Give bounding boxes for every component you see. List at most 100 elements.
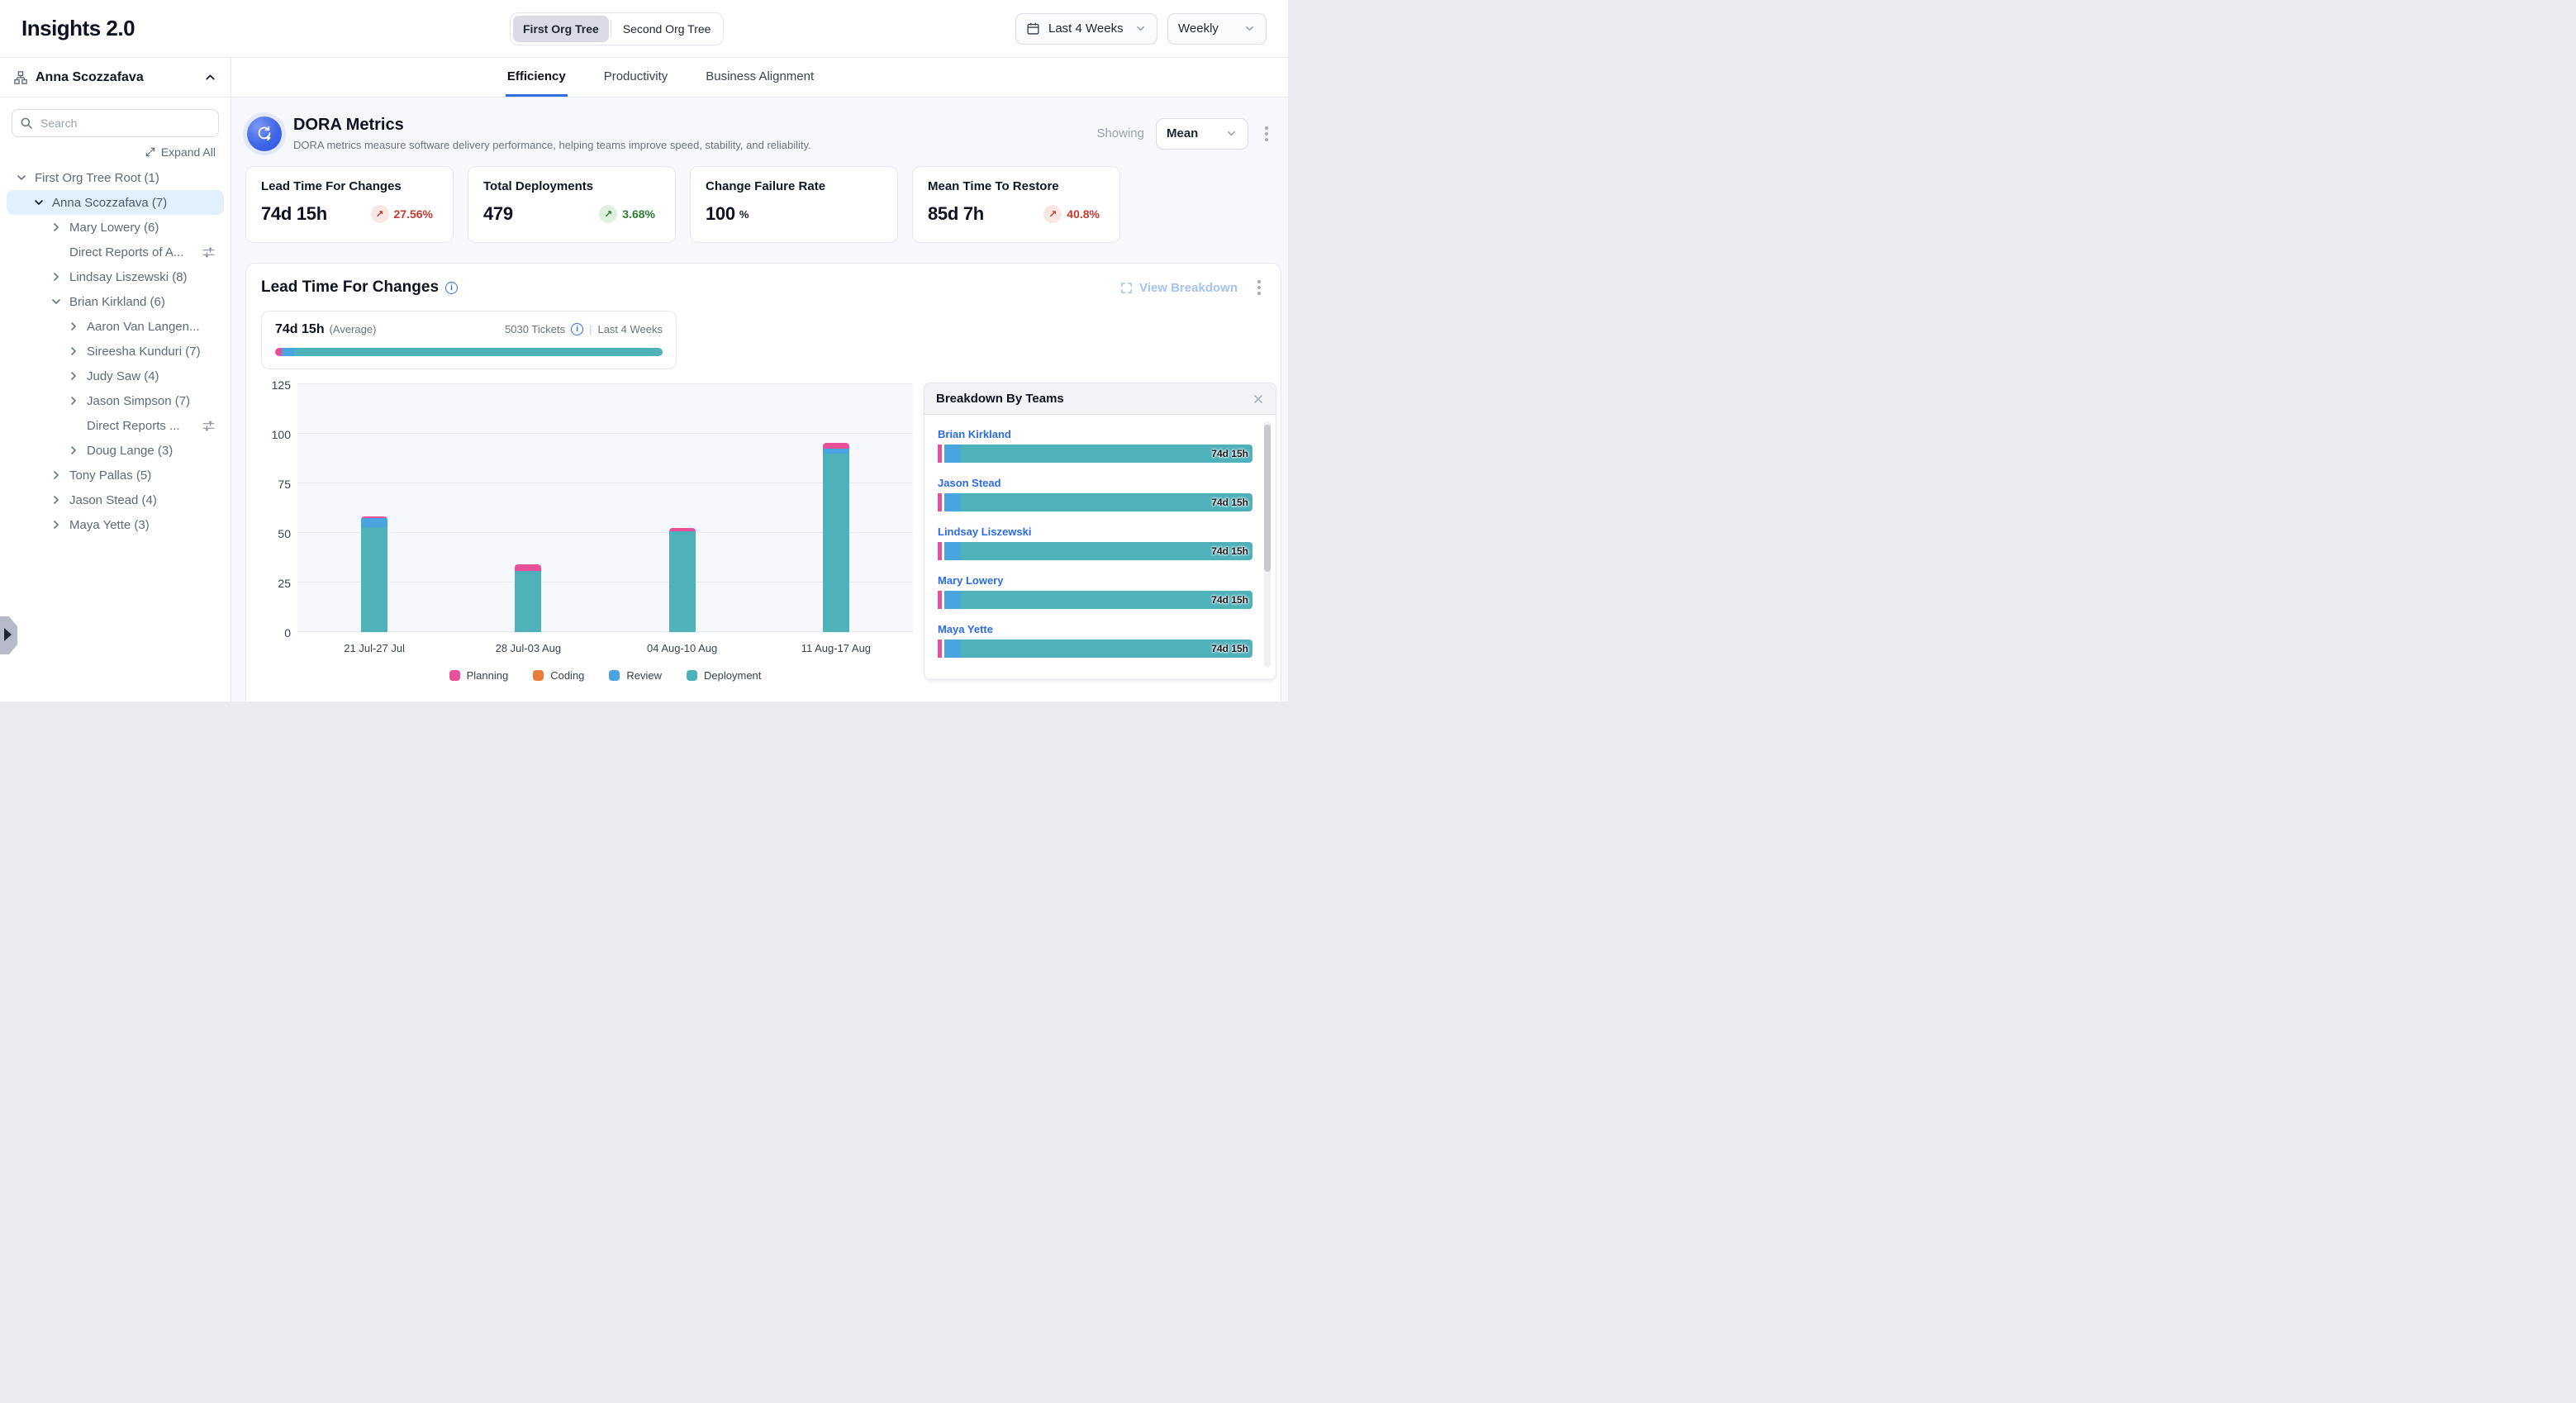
breakdown-team-link[interactable]: Jason Stead xyxy=(938,477,1252,489)
breakdown-team-link[interactable]: Lindsay Liszewski xyxy=(938,526,1252,538)
dora-controls: Showing Mean xyxy=(1096,118,1278,150)
x-tick-label: 28 Jul-03 Aug xyxy=(451,642,605,654)
meta-divider: | xyxy=(589,323,592,335)
breakdown-row-lindsay-liszewski: Lindsay Liszewski 74d 15h xyxy=(938,526,1252,560)
sidebar-item-direct-reports[interactable]: Direct Reports ... xyxy=(7,413,224,438)
sidebar-item-tony-pallas-5[interactable]: Tony Pallas (5) xyxy=(7,463,224,487)
search-input[interactable] xyxy=(12,109,219,137)
sidebar-item-judy-saw-4[interactable]: Judy Saw (4) xyxy=(7,364,224,388)
chevron-down-icon xyxy=(1134,22,1147,35)
breakdown-row-value: 74d 15h xyxy=(1211,545,1248,557)
tab-productivity[interactable]: Productivity xyxy=(602,69,670,97)
chevron-right-icon[interactable] xyxy=(50,493,63,507)
bar-segment-deployment xyxy=(515,571,541,632)
bar-segment-deployment xyxy=(361,527,387,632)
sidebar-item-lindsay-liszewski-8[interactable]: Lindsay Liszewski (8) xyxy=(7,264,224,289)
granularity-dropdown[interactable]: Weekly xyxy=(1167,13,1267,45)
breakdown-row-value: 74d 15h xyxy=(1211,594,1248,606)
chevron-right-icon[interactable] xyxy=(50,221,63,234)
tabs-group: Efficiency Productivity Business Alignment xyxy=(506,69,815,97)
legend-item-coding[interactable]: Coding xyxy=(533,669,584,682)
expand-all-button[interactable]: Expand All xyxy=(0,137,231,160)
chevron-right-icon[interactable] xyxy=(50,468,63,482)
sidebar-item-jason-simpson-7[interactable]: Jason Simpson (7) xyxy=(7,388,224,413)
toggle-first-org-tree[interactable]: First Org Tree xyxy=(513,16,609,42)
tickets-count: 5030 Tickets xyxy=(505,323,565,335)
showing-label: Showing xyxy=(1096,126,1144,140)
chart-plot-area: 0255075100125 xyxy=(297,384,913,632)
lead-time-title-wrap: Lead Time For Changes xyxy=(261,278,458,297)
sidebar-collapse-chevron-up-icon[interactable] xyxy=(203,70,217,84)
sidebar-item-sireesha-kunduri-7[interactable]: Sireesha Kunduri (7) xyxy=(7,339,224,364)
breakdown-stacked-bar[interactable]: 74d 15h xyxy=(938,493,1252,511)
date-range-dropdown[interactable]: Last 4 Weeks xyxy=(1015,13,1157,45)
legend-swatch xyxy=(533,670,544,681)
sidebar-item-aaron-van-langen[interactable]: Aaron Van Langen... xyxy=(7,314,224,339)
expand-corners-icon xyxy=(1120,282,1133,294)
legend-item-review[interactable]: Review xyxy=(609,669,662,682)
tree-item-label: First Org Tree Root (1) xyxy=(35,171,159,185)
breakdown-team-link[interactable]: Mary Lowery xyxy=(938,574,1252,587)
legend-item-deployment[interactable]: Deployment xyxy=(687,669,761,682)
metric-card-title: Change Failure Rate xyxy=(706,179,882,193)
legend-swatch xyxy=(687,670,697,681)
sidebar-item-brian-kirkland-6[interactable]: Brian Kirkland (6) xyxy=(7,289,224,314)
sidebar-item-maya-yette-3[interactable]: Maya Yette (3) xyxy=(7,512,224,537)
showing-dropdown[interactable]: Mean xyxy=(1156,118,1248,150)
filter-icon[interactable] xyxy=(202,245,216,259)
chevron-right-icon[interactable] xyxy=(67,320,80,333)
metric-card-value: 74d 15h xyxy=(261,203,327,225)
breakdown-stacked-bar[interactable]: 74d 15h xyxy=(938,542,1252,560)
tree-item-label: Jason Simpson (7) xyxy=(87,394,190,408)
chevron-down-icon[interactable] xyxy=(15,171,28,184)
stacked-bar-28-jul-03-aug[interactable] xyxy=(515,564,541,632)
chart-bars xyxy=(297,384,913,632)
sidebar-item-jason-stead-4[interactable]: Jason Stead (4) xyxy=(7,487,224,512)
breakdown-scrollbar-thumb[interactable] xyxy=(1264,425,1271,572)
info-icon[interactable] xyxy=(445,282,458,294)
legend-item-planning[interactable]: Planning xyxy=(449,669,509,682)
chevron-right-icon[interactable] xyxy=(67,444,80,457)
stacked-bar-21-jul-27-jul[interactable] xyxy=(361,516,387,632)
chevron-right-icon[interactable] xyxy=(67,394,80,407)
y-tick-label: 0 xyxy=(259,626,291,640)
view-breakdown-button[interactable]: View Breakdown xyxy=(1120,281,1238,295)
top-header: Insights 2.0 First Org Tree Second Org T… xyxy=(0,0,1288,58)
breakdown-row-brian-kirkland: Brian Kirkland 74d 15h xyxy=(938,428,1252,463)
tab-efficiency[interactable]: Efficiency xyxy=(506,69,568,97)
filter-icon[interactable] xyxy=(202,419,216,433)
metric-card-total-deployments: Total Deployments479↗3.68% xyxy=(468,166,676,243)
header-controls: Last 4 Weeks Weekly xyxy=(1015,13,1267,45)
bar-segment-review xyxy=(944,640,961,658)
toggle-second-org-tree[interactable]: Second Org Tree xyxy=(613,16,721,42)
chevron-right-icon[interactable] xyxy=(67,345,80,358)
bar-segment-deployment: 74d 15h xyxy=(961,493,1252,511)
lead-time-kebab-menu-icon[interactable] xyxy=(1252,277,1266,298)
sidebar-item-doug-lange-3[interactable]: Doug Lange (3) xyxy=(7,438,224,463)
info-icon[interactable] xyxy=(571,323,583,335)
stacked-bar-04-aug-10-aug[interactable] xyxy=(669,528,696,632)
chevron-right-icon[interactable] xyxy=(67,369,80,383)
close-icon[interactable] xyxy=(1252,393,1264,405)
sidebar-item-mary-lowery-6[interactable]: Mary Lowery (6) xyxy=(7,215,224,240)
metric-card-value-row: 100% xyxy=(706,203,882,225)
stacked-bar-11-aug-17-aug[interactable] xyxy=(823,443,849,632)
y-tick-label: 125 xyxy=(259,378,291,392)
chevron-right-icon[interactable] xyxy=(50,518,63,531)
breakdown-row-value: 74d 15h xyxy=(1211,643,1248,654)
breakdown-stacked-bar[interactable]: 74d 15h xyxy=(938,445,1252,463)
sidebar-item-first-org-tree-root-1[interactable]: First Org Tree Root (1) xyxy=(7,165,224,190)
tab-business-alignment[interactable]: Business Alignment xyxy=(704,69,815,97)
dora-kebab-menu-icon[interactable] xyxy=(1260,123,1273,145)
chevron-down-icon[interactable] xyxy=(32,196,45,209)
chevron-right-icon[interactable] xyxy=(50,270,63,283)
sidebar-item-direct-reports-of-a[interactable]: Direct Reports of A... xyxy=(7,240,224,264)
breakdown-stacked-bar[interactable]: 74d 15h xyxy=(938,640,1252,658)
breakdown-stacked-bar[interactable]: 74d 15h xyxy=(938,591,1252,609)
breakdown-team-link[interactable]: Brian Kirkland xyxy=(938,428,1252,440)
chevron-down-icon[interactable] xyxy=(50,295,63,308)
legend-swatch xyxy=(449,670,460,681)
sidebar-item-anna-scozzafava-7[interactable]: Anna Scozzafava (7) xyxy=(7,190,224,215)
breakdown-team-link[interactable]: Maya Yette xyxy=(938,623,1252,635)
tree-item-label: Direct Reports ... xyxy=(87,419,180,433)
